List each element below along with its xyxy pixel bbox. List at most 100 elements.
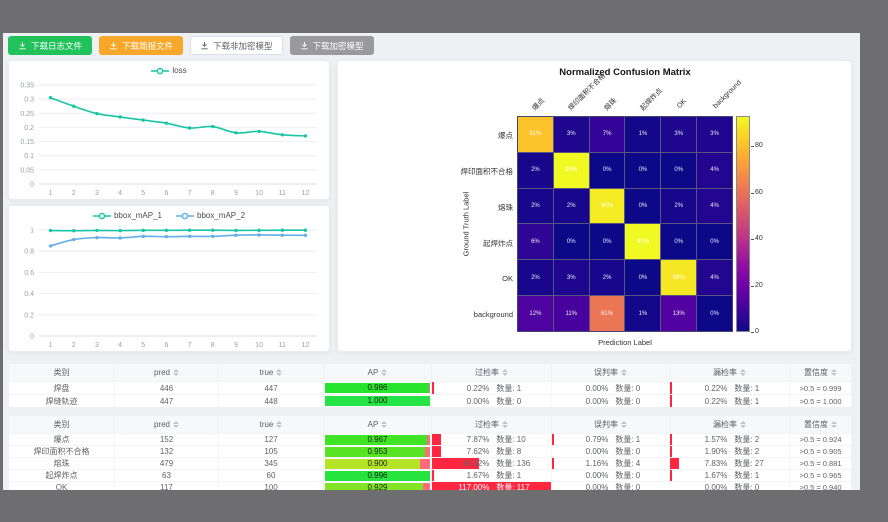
sort-icon[interactable] <box>173 369 179 376</box>
svg-text:11: 11 <box>279 190 286 197</box>
sort-icon[interactable] <box>173 421 179 428</box>
column-header-置信度[interactable]: 置信度 <box>790 364 851 381</box>
button-label: 下载简报文件 <box>122 40 174 51</box>
colorbar-tick-mark <box>751 146 754 148</box>
confidence-cell: >0.5 = 0.924 <box>799 435 842 444</box>
column-header-true[interactable]: true <box>219 364 324 381</box>
column-header-label: 类别 <box>53 368 70 377</box>
sort-icon[interactable] <box>740 369 746 376</box>
colorbar-tick-label: 40 <box>755 235 763 243</box>
sort-icon[interactable] <box>831 421 837 428</box>
download-encrypted-model-button[interactable]: 下载加密模型 <box>289 36 374 55</box>
cm-cell-4-4: 89% <box>661 260 697 296</box>
download-log-file-button[interactable]: 下载日志文件 <box>8 36 93 55</box>
metrics-table-2: 类别 pred true AP 过检率 误判率 漏检率 置信度 爆点 152 127 0.967 7.8… <box>8 415 852 490</box>
legend-item-bbox_mAP_1[interactable]: bbox_mAP_1 <box>92 211 162 220</box>
confidence-cell: >0.5 = 0.965 <box>799 471 842 480</box>
rate-bar <box>552 458 554 469</box>
colorbar-tick-label: 80 <box>755 142 763 150</box>
column-header-漏检率[interactable]: 漏检率 <box>670 416 790 433</box>
map-chart[interactable]: 0 0.2 0.4 0.6 0.8 1 1 2 3 4 5 6 7 8 9 10 11 12 <box>9 222 329 351</box>
svg-text:1: 1 <box>49 342 53 349</box>
ap-cell: 1.000 <box>324 395 432 407</box>
column-header-过检率[interactable]: 过检率 <box>432 364 552 381</box>
table-header-row: 类别 pred true AP 过检率 误判率 漏检率 置信度 <box>9 364 851 381</box>
rate-bar <box>670 382 672 394</box>
misjudge-rate-cell: 0.00% 数量: 0 <box>552 395 670 407</box>
true-cell: 100 <box>219 482 324 490</box>
pred-cell: 479 <box>115 458 219 469</box>
svg-text:2: 2 <box>72 190 76 197</box>
ap-cell: 0.900 <box>324 458 432 469</box>
download-report-file-button[interactable]: 下载简报文件 <box>99 36 184 55</box>
column-header-过检率[interactable]: 过检率 <box>432 416 552 433</box>
sort-icon[interactable] <box>502 369 508 376</box>
svg-text:0.2: 0.2 <box>24 312 34 319</box>
rate-bar <box>432 434 442 445</box>
column-header-漏检率[interactable]: 漏检率 <box>670 364 790 381</box>
class-cell: 爆点 <box>9 434 115 445</box>
svg-text:8: 8 <box>211 342 215 349</box>
rate-bar <box>432 446 442 457</box>
column-header-pred[interactable]: pred <box>115 416 219 433</box>
overkill-rate-cell: 7.87% 数量: 10 <box>432 434 552 445</box>
sort-icon[interactable] <box>502 421 508 428</box>
loss-chart-card: loss 0 0.05 0.1 0.15 0.2 0.25 0.3 0.35 1 2 3 4 5 6 7 8 9… <box>8 60 330 200</box>
ap-bar: 1.000 <box>325 396 430 406</box>
column-header-pred[interactable]: pred <box>115 364 219 381</box>
table-row-焊印面积不合格: 焊印面积不合格 132 105 0.953 7.62% 数量: 8 0.00% 数量: 0 1.… <box>9 445 851 457</box>
sort-icon[interactable] <box>621 421 627 428</box>
svg-text:12: 12 <box>302 190 310 197</box>
pred-cell: 132 <box>115 446 219 457</box>
confusion-matrix-card: Normalized Confusion Matrix Ground Truth… <box>337 60 852 352</box>
download-unencrypted-model-button[interactable]: 下载非加密模型 <box>190 36 283 55</box>
overkill-rate-cell: 7.62% 数量: 8 <box>432 446 552 457</box>
confusion-matrix-title: Normalized Confusion Matrix <box>559 67 691 78</box>
legend-item-bbox_mAP_2[interactable]: bbox_mAP_2 <box>176 211 245 220</box>
rate-bar <box>432 482 551 490</box>
sort-icon[interactable] <box>740 421 746 428</box>
misjudge-rate-cell: 0.00% 数量: 0 <box>552 446 670 457</box>
sort-icon[interactable] <box>621 369 627 376</box>
column-header-true[interactable]: true <box>219 416 324 433</box>
sort-icon[interactable] <box>381 369 388 376</box>
true-cell: 127 <box>219 434 324 445</box>
cm-col-label: 熔珠 <box>603 97 619 113</box>
column-header-label: pred <box>153 368 170 377</box>
svg-text:3: 3 <box>95 342 99 349</box>
table-row-起焊炸点: 起焊炸点 63 60 0.996 1.67% 数量: 1 0.00% 数量: 0 1.67% 数量… <box>9 469 851 481</box>
column-header-label: 类别 <box>53 420 70 429</box>
svg-text:12: 12 <box>302 342 310 349</box>
column-header-label: 过检率 <box>475 420 499 429</box>
svg-text:0.1: 0.1 <box>24 153 34 160</box>
button-label: 下载日志文件 <box>31 40 83 51</box>
column-header-label: 漏检率 <box>713 368 737 377</box>
cm-cell-5-1: 11% <box>553 296 589 331</box>
miss-rate-cell: 0.00% 数量: 0 <box>670 482 790 490</box>
rate-bar <box>670 446 673 457</box>
column-header-AP[interactable]: AP <box>324 364 432 381</box>
column-header-误判率[interactable]: 误判率 <box>552 416 670 433</box>
legend-label: bbox_mAP_1 <box>113 211 162 220</box>
misjudge-rate-cell: 1.16% 数量: 4 <box>552 458 670 469</box>
column-header-误判率[interactable]: 误判率 <box>552 364 670 381</box>
loss-chart[interactable]: 0 0.05 0.1 0.15 0.2 0.25 0.3 0.35 1 2 3 4 5 6 7 8 9 10 11 1… <box>9 77 329 199</box>
sort-icon[interactable] <box>831 369 837 376</box>
cm-cell-0-5: 3% <box>697 117 732 152</box>
svg-text:0.4: 0.4 <box>24 291 34 298</box>
column-header-置信度[interactable]: 置信度 <box>790 416 851 433</box>
table-row-爆点: 爆点 152 127 0.967 7.87% 数量: 10 0.79% 数量: 1 1.57% 数… <box>9 433 851 445</box>
svg-text:0.35: 0.35 <box>20 83 34 90</box>
sort-icon[interactable] <box>276 369 283 376</box>
misjudge-rate-cell: 0.00% 数量: 0 <box>552 470 670 481</box>
svg-text:0.15: 0.15 <box>20 139 34 146</box>
colorbar-tick-mark <box>751 192 754 194</box>
sort-icon[interactable] <box>381 421 388 428</box>
ap-cell: 0.996 <box>324 470 432 481</box>
sort-icon[interactable] <box>276 421 283 428</box>
column-header-AP[interactable]: AP <box>324 416 432 433</box>
overkill-rate-cell: 1.67% 数量: 1 <box>432 470 552 481</box>
legend-item-loss[interactable]: loss <box>151 66 187 75</box>
column-header-类别: 类别 <box>9 416 115 433</box>
legend-marker-icon <box>176 212 194 219</box>
